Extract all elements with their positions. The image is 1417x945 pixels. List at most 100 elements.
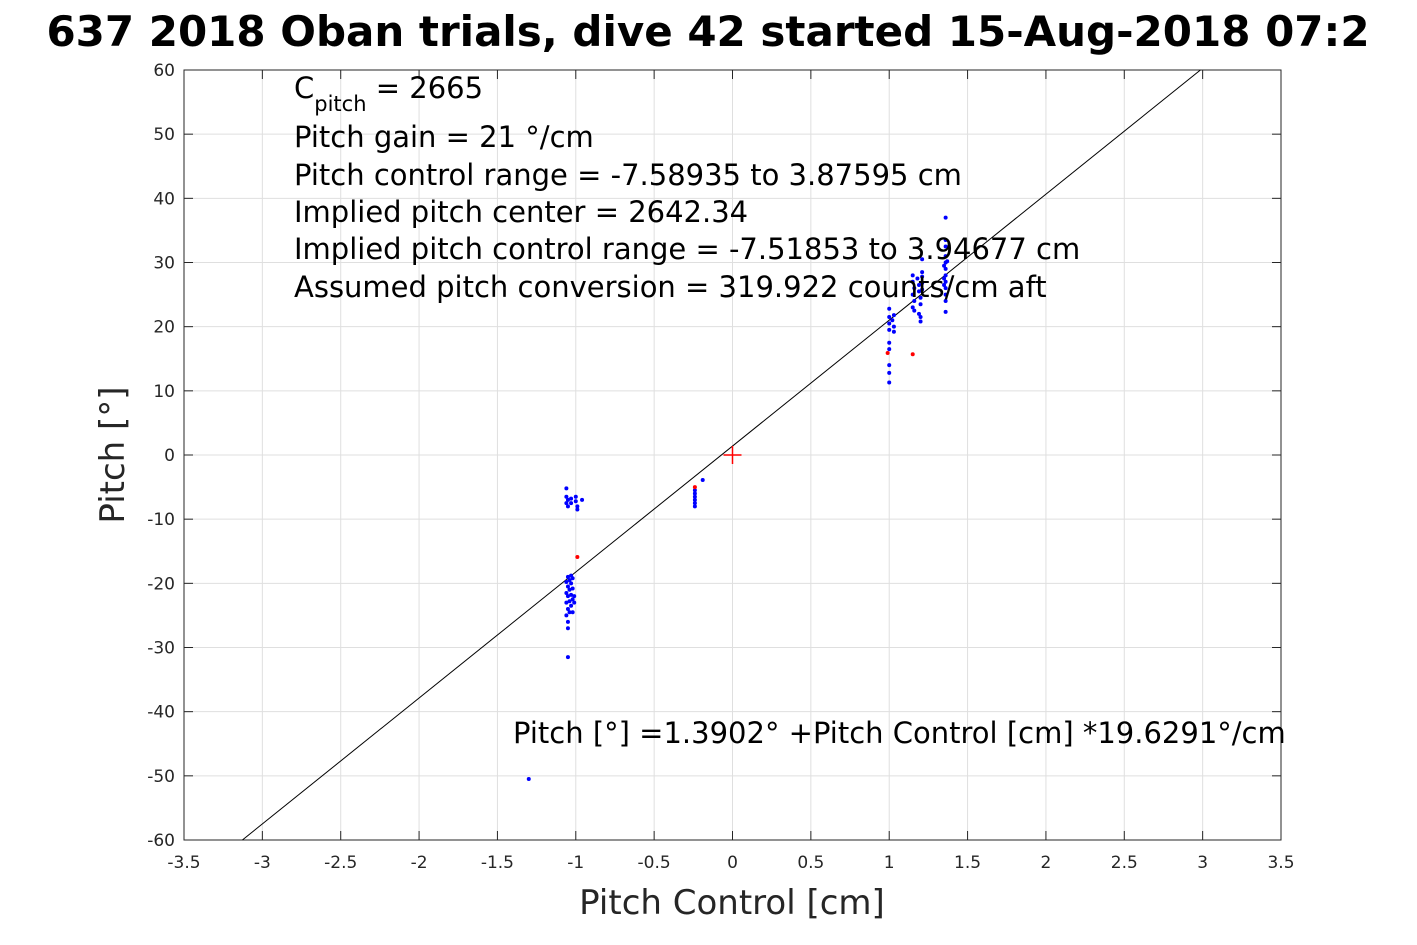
data-point: [887, 347, 892, 352]
x-tick-label: 0.5: [797, 853, 824, 873]
chart-title: 637 2018 Oban trials, dive 42 started 15…: [46, 7, 1369, 56]
data-point: [569, 592, 574, 597]
data-point: [575, 507, 580, 512]
data-point: [918, 295, 923, 300]
fit-equation-label: Pitch [°] =1.3902° +Pitch Control [cm] *…: [513, 716, 1286, 750]
data-point: [575, 555, 580, 560]
data-point: [943, 273, 948, 278]
data-point: [910, 273, 915, 278]
data-point: [569, 573, 574, 578]
data-point: [565, 504, 570, 509]
y-tick-label: 40: [153, 189, 175, 209]
data-point: [943, 238, 948, 243]
data-point: [943, 309, 948, 314]
fit-line: [242, 69, 1201, 841]
y-tick-label: -30: [147, 639, 175, 659]
annotation-pitch-gain: Pitch gain = 21 °/cm: [294, 120, 594, 154]
data-point: [565, 497, 570, 502]
data-point: [916, 289, 921, 294]
data-point: [564, 501, 569, 506]
data-point: [567, 587, 572, 592]
data-point: [943, 266, 948, 271]
data-point: [916, 311, 921, 316]
data-point: [692, 504, 697, 509]
y-tick-label: 60: [153, 61, 175, 81]
data-point: [700, 478, 705, 483]
data-point: [580, 497, 585, 502]
data-points: [526, 215, 950, 782]
data-point: [890, 318, 895, 323]
data-point: [920, 270, 925, 275]
series-0: [526, 215, 950, 782]
data-point: [565, 584, 570, 589]
x-tick-label: -3: [254, 853, 271, 873]
annotation-c-pitch-subscript: pitch: [314, 92, 366, 116]
data-point: [891, 324, 896, 329]
data-point: [910, 305, 915, 310]
data-point: [887, 363, 892, 368]
data-point: [575, 504, 580, 509]
data-point: [912, 308, 917, 313]
x-tick-label: 1.5: [954, 853, 981, 873]
data-point: [915, 276, 920, 281]
annotation-pitch-conversion: Assumed pitch conversion = 319.922 count…: [294, 270, 1047, 304]
data-point: [567, 578, 572, 583]
data-point: [569, 501, 574, 506]
data-point: [887, 340, 892, 345]
x-tick-label: -1.5: [481, 853, 514, 873]
data-point: [567, 599, 572, 604]
data-point: [572, 594, 577, 599]
data-point: [565, 619, 570, 624]
data-point: [942, 263, 947, 268]
series-1: [575, 350, 915, 560]
y-tick-label: 30: [153, 254, 175, 274]
data-point: [692, 491, 697, 496]
annotation-implied-pitch-center: Implied pitch center = 2642.34: [294, 195, 748, 229]
data-point: [887, 306, 892, 311]
y-tick-label: 10: [153, 382, 175, 402]
data-point: [573, 499, 578, 504]
x-tick-labels: -3.5 -3 -2.5 -2 -1.5 -1 -0.5 0 0.5 1 1.5 2 2.5 3 3.5: [167, 853, 1294, 873]
data-point: [885, 350, 890, 355]
data-point: [570, 586, 575, 591]
x-tick-label: 2: [1041, 853, 1052, 873]
data-point: [887, 321, 892, 326]
data-point: [564, 580, 569, 585]
tick-marks: [183, 69, 1282, 841]
data-point: [564, 486, 569, 491]
data-point: [910, 352, 915, 357]
x-tick-label: -2: [411, 853, 428, 873]
data-point: [891, 313, 896, 318]
data-point: [569, 603, 574, 608]
data-point: [910, 292, 915, 297]
center-marker: [723, 446, 742, 464]
data-point: [564, 494, 569, 499]
plot-border: [183, 69, 1282, 841]
data-point: [565, 594, 570, 599]
data-point: [887, 380, 892, 385]
y-tick-label: -40: [147, 703, 175, 723]
data-point: [912, 299, 917, 303]
data-point: [565, 607, 570, 611]
data-point: [567, 610, 572, 615]
data-point: [692, 497, 697, 502]
data-point: [573, 494, 578, 499]
data-point: [912, 286, 917, 291]
x-tick-label: -1: [567, 853, 584, 873]
data-point: [564, 613, 569, 618]
y-tick-label: -20: [147, 574, 175, 594]
data-point: [943, 215, 948, 220]
data-point: [692, 494, 697, 499]
data-point: [572, 600, 577, 605]
x-tick-label: -0.5: [638, 853, 671, 873]
data-point: [887, 315, 892, 320]
annotation-block: Cpitch = 2665 Pitch gain = 21 °/cm Pitch…: [294, 71, 1080, 304]
data-point: [570, 610, 575, 615]
x-tick-label: 2.5: [1111, 853, 1138, 873]
y-tick-labels: -60 -50 -40 -30 -20 -10 0 10 20 30 40 50 60: [147, 61, 175, 851]
annotation-c-pitch-value: = 2665: [367, 71, 484, 105]
data-point: [887, 370, 892, 375]
y-tick-label: -60: [147, 831, 175, 851]
data-point: [526, 777, 531, 782]
fit-line-layer: [242, 69, 1201, 841]
